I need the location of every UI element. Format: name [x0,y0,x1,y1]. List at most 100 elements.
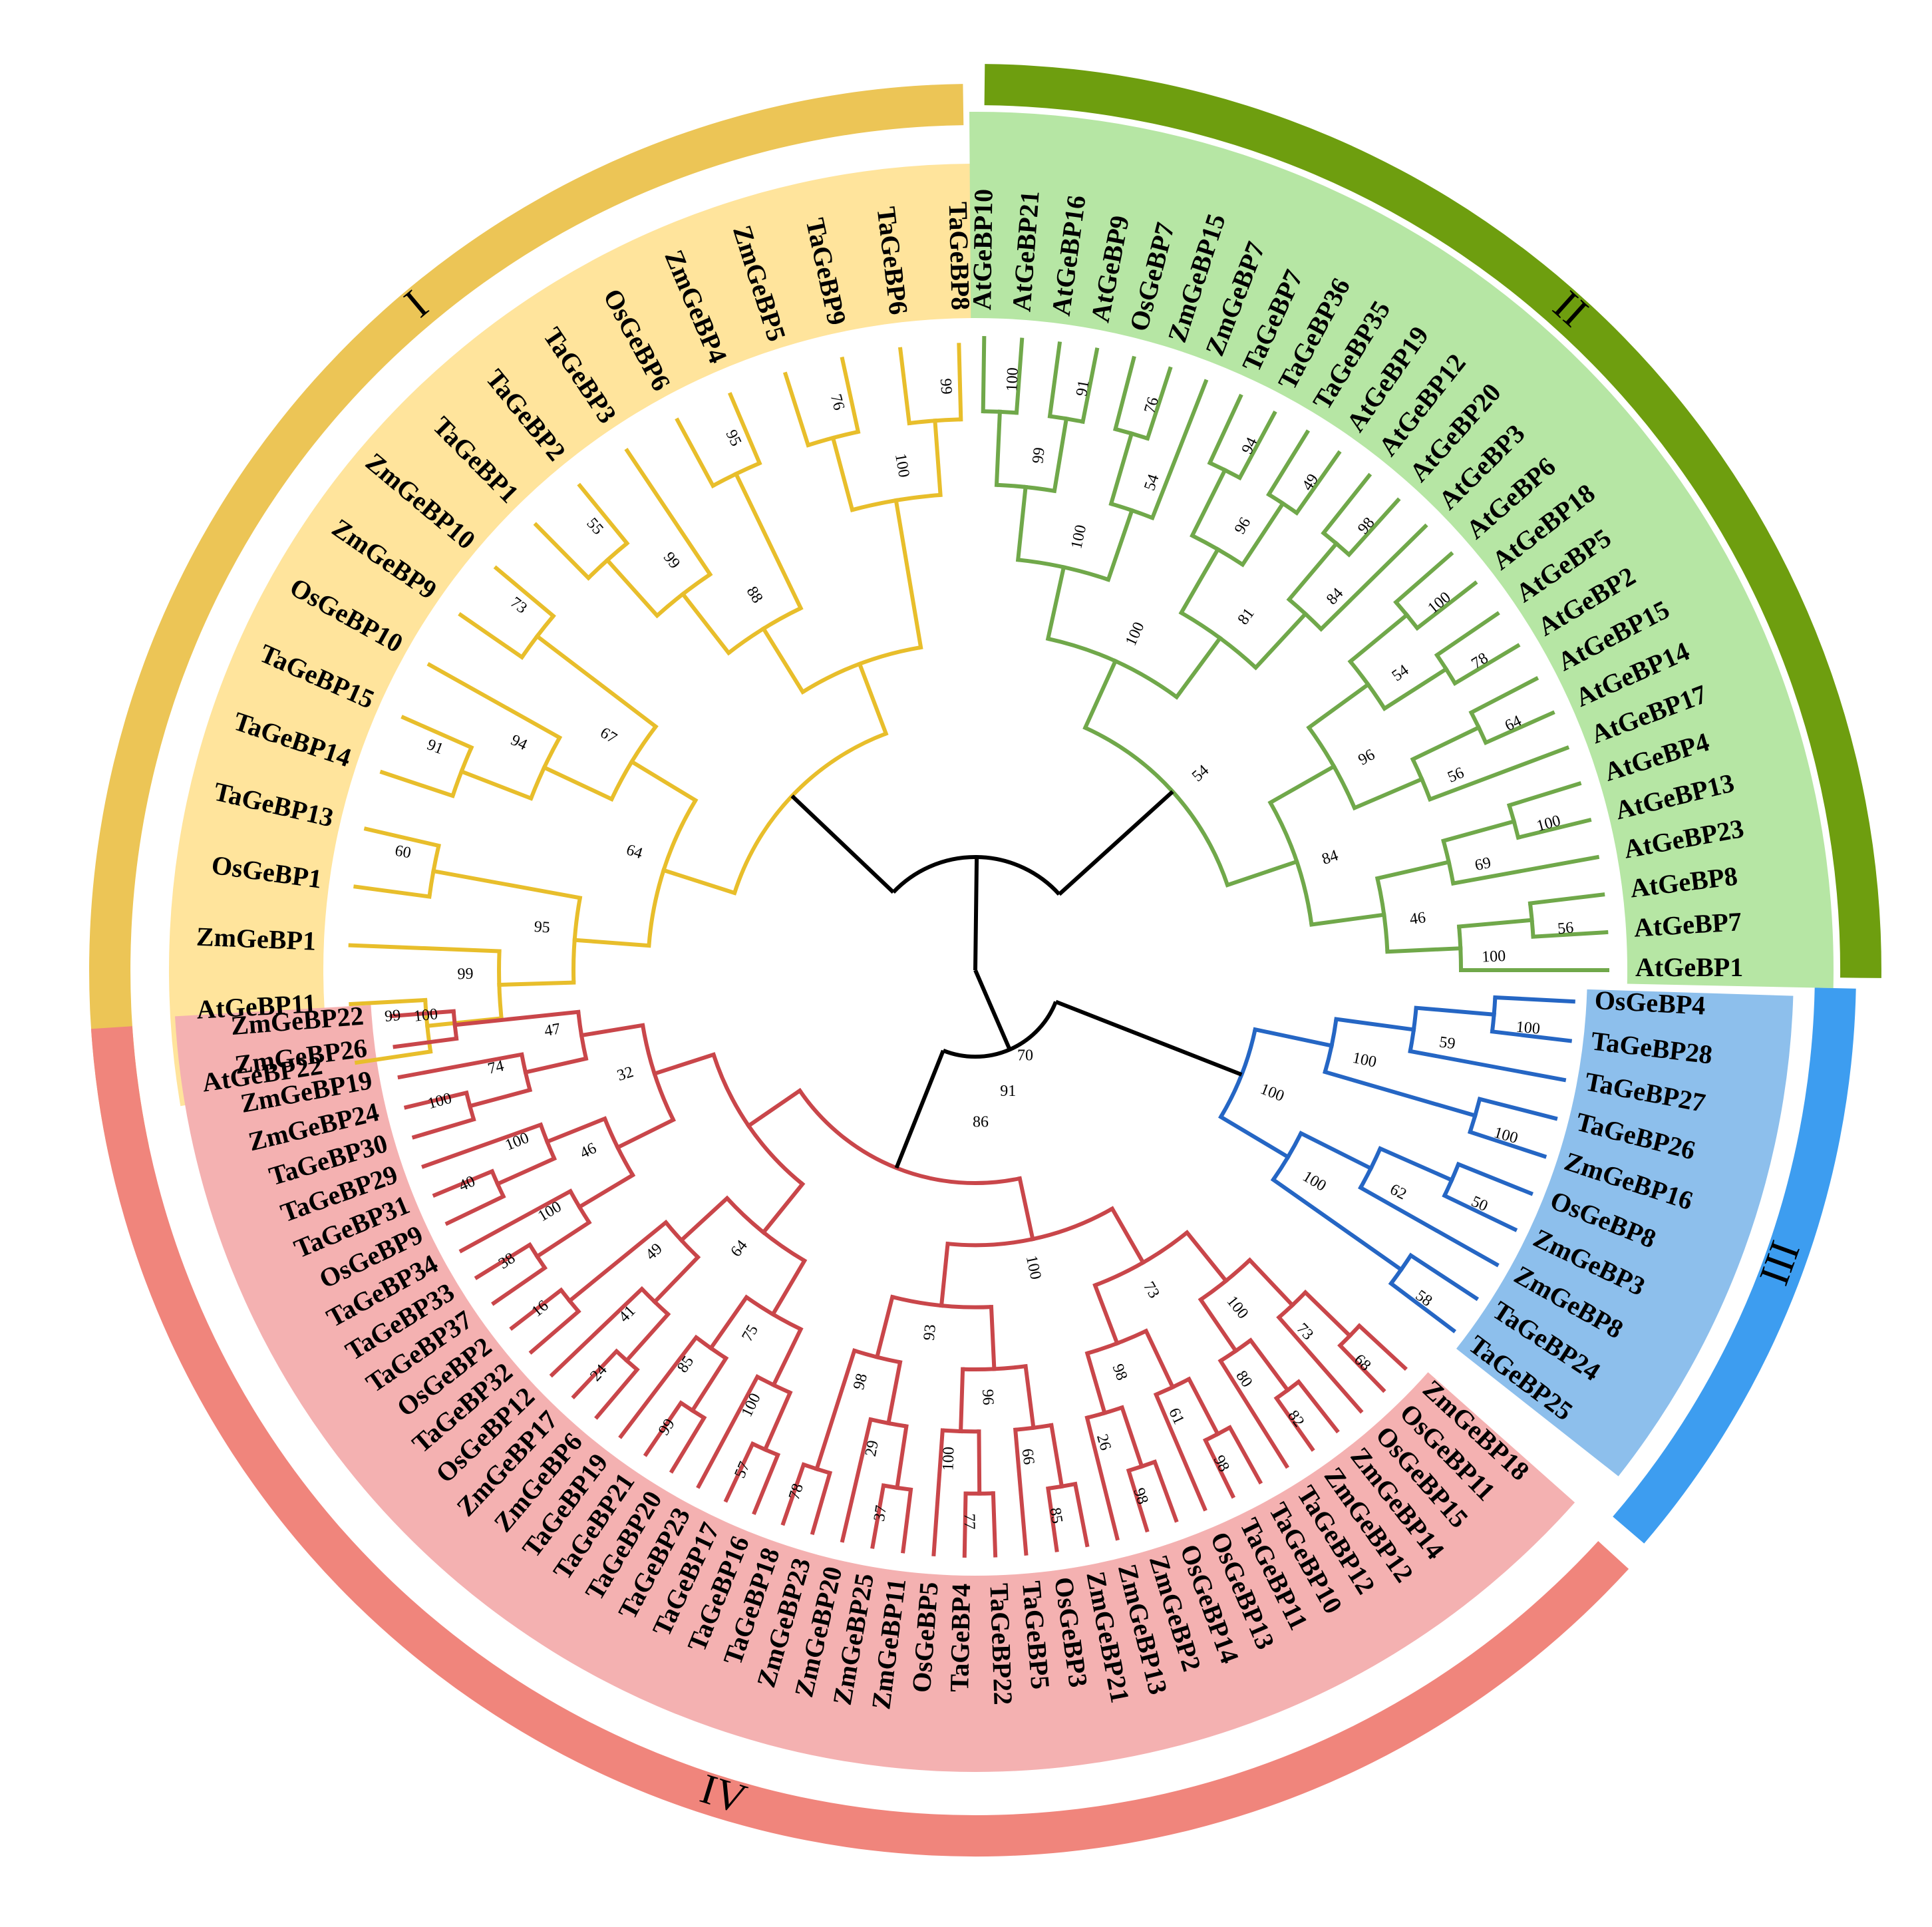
branch-radial [1352,776,1425,811]
bootstrap-value: 75 [738,1322,762,1345]
bootstrap-value: 47 [543,1020,562,1040]
bootstrap-value: 100 [939,1447,957,1471]
bootstrap-value: 54 [1389,661,1412,685]
bootstrap-value: 84 [1320,847,1341,868]
bootstrap-value: 46 [1408,909,1426,928]
branch-radial [528,1308,581,1355]
branch-radial [1309,912,1386,927]
branch-radial [1442,1192,1518,1232]
bootstrap-value: 56 [1557,919,1574,938]
branch-radial [727,392,762,466]
branch-radial [1202,1437,1236,1499]
branch-radial [1468,676,1539,715]
branch-radial [1013,1427,1029,1556]
branch-radial [566,1219,669,1304]
bootstrap-value: 78 [1468,649,1491,673]
branch-radial [1334,1017,1416,1032]
branch-radial [733,471,804,612]
bootstrap-value: 55 [583,515,606,538]
branch-radial [458,1188,573,1254]
backbone-to-clade-I [790,794,895,894]
branch-radial [1023,1363,1036,1431]
branch-radial [977,1429,982,1496]
bootstrap-value: 85 [1046,1506,1066,1525]
branch-radial [1052,416,1069,494]
branch-radial [1247,1337,1291,1393]
backbone-root-bottom [973,969,1012,1051]
bootstrap-value: 100 [1351,1049,1378,1071]
branch-radial [1337,1342,1386,1393]
bootstrap-value: 62 [1387,1181,1409,1204]
branch-radial [810,1470,833,1536]
bootstrap-value: 94 [508,731,530,754]
branch-radial [689,1355,729,1413]
branch-radial [1318,523,1428,632]
branch-radial [474,1242,533,1280]
bootstrap-value: 66 [1018,1448,1037,1466]
branch-radial [643,1400,684,1457]
branch-radial [1217,1114,1291,1160]
bootstrap-value: 99 [1029,446,1048,464]
bootstrap-value: 100 [1023,1254,1045,1282]
backbone-arc-bottom [942,1001,1058,1059]
bootstrap-value: 88 [743,584,766,606]
branch-radial [1347,612,1410,665]
bootstrap-value: 100 [1258,1081,1287,1105]
branch-radial [452,1009,581,1027]
branch-radial [458,769,534,801]
clade-II-sector [969,111,1834,988]
branch-radial [354,1049,433,1065]
branch-radial [493,565,556,619]
leaf-label: TaGeBP8 [943,202,976,311]
bootstrap-value: 49 [1299,471,1322,494]
bootstrap-value: 68 [1351,1351,1374,1374]
branch-radial [897,347,912,426]
branch-radial [1306,681,1371,731]
bootstrap-value: 100 [1299,1168,1329,1195]
bootstrap-value: 99 [457,965,474,983]
bootstrap-value: 100 [1492,1124,1520,1147]
branch-radial [1045,564,1066,641]
bootstrap-value: 100 [1068,524,1090,551]
bootstrap-value: 60 [394,842,412,862]
branch-radial [1276,1314,1364,1414]
branch-radial [1152,1459,1179,1523]
leaf-label: AtGeBP7 [1633,906,1743,943]
backbone-to-clade-III [1054,999,1243,1077]
branch-radial [594,1367,640,1420]
branch-radial [1207,393,1243,466]
branch-radial [1388,1280,1457,1333]
bootstrap-value: 100 [1003,367,1022,392]
leaf-label: TaGeBP4 [944,1583,976,1692]
leaf-label: AtGeBP11 [196,988,317,1025]
backbone-root-top [973,856,979,971]
branch-radial [1072,1481,1090,1548]
bootstrap-value: 64 [727,1237,750,1260]
bootstrap-value: 67 [597,724,619,747]
branch-radial [991,1491,998,1558]
branch-radial [403,1090,469,1110]
bootstrap-value: 85 [674,1353,697,1376]
bootstrap-value: 93 [921,1323,939,1341]
branch-radial [1048,1423,1064,1489]
leaf-label: ZmGeBP1 [196,922,317,956]
bootstrap-value: 29 [862,1439,882,1458]
bootstrap-value: 73 [507,594,530,617]
branch-radial [1225,859,1300,888]
branch-radial [624,448,713,578]
branch-radial [1346,497,1401,558]
branch-radial [509,1287,564,1331]
bootstrap-value: 98 [1355,514,1378,538]
branch-radial [1450,854,1600,886]
bootstrap-value: 100 [1122,619,1148,649]
branch-radial [770,1258,808,1317]
bootstrap-value: 78 [786,1481,807,1502]
branch-radial [1198,1297,1239,1354]
branch-radial [1456,1161,1534,1196]
branch-radial [1190,467,1228,538]
root-bootstrap-value: 70 [1017,1047,1033,1064]
bootstrap-value: 74 [486,1057,506,1078]
branch-radial [426,662,563,741]
clade-III-ring [1613,987,1856,1544]
